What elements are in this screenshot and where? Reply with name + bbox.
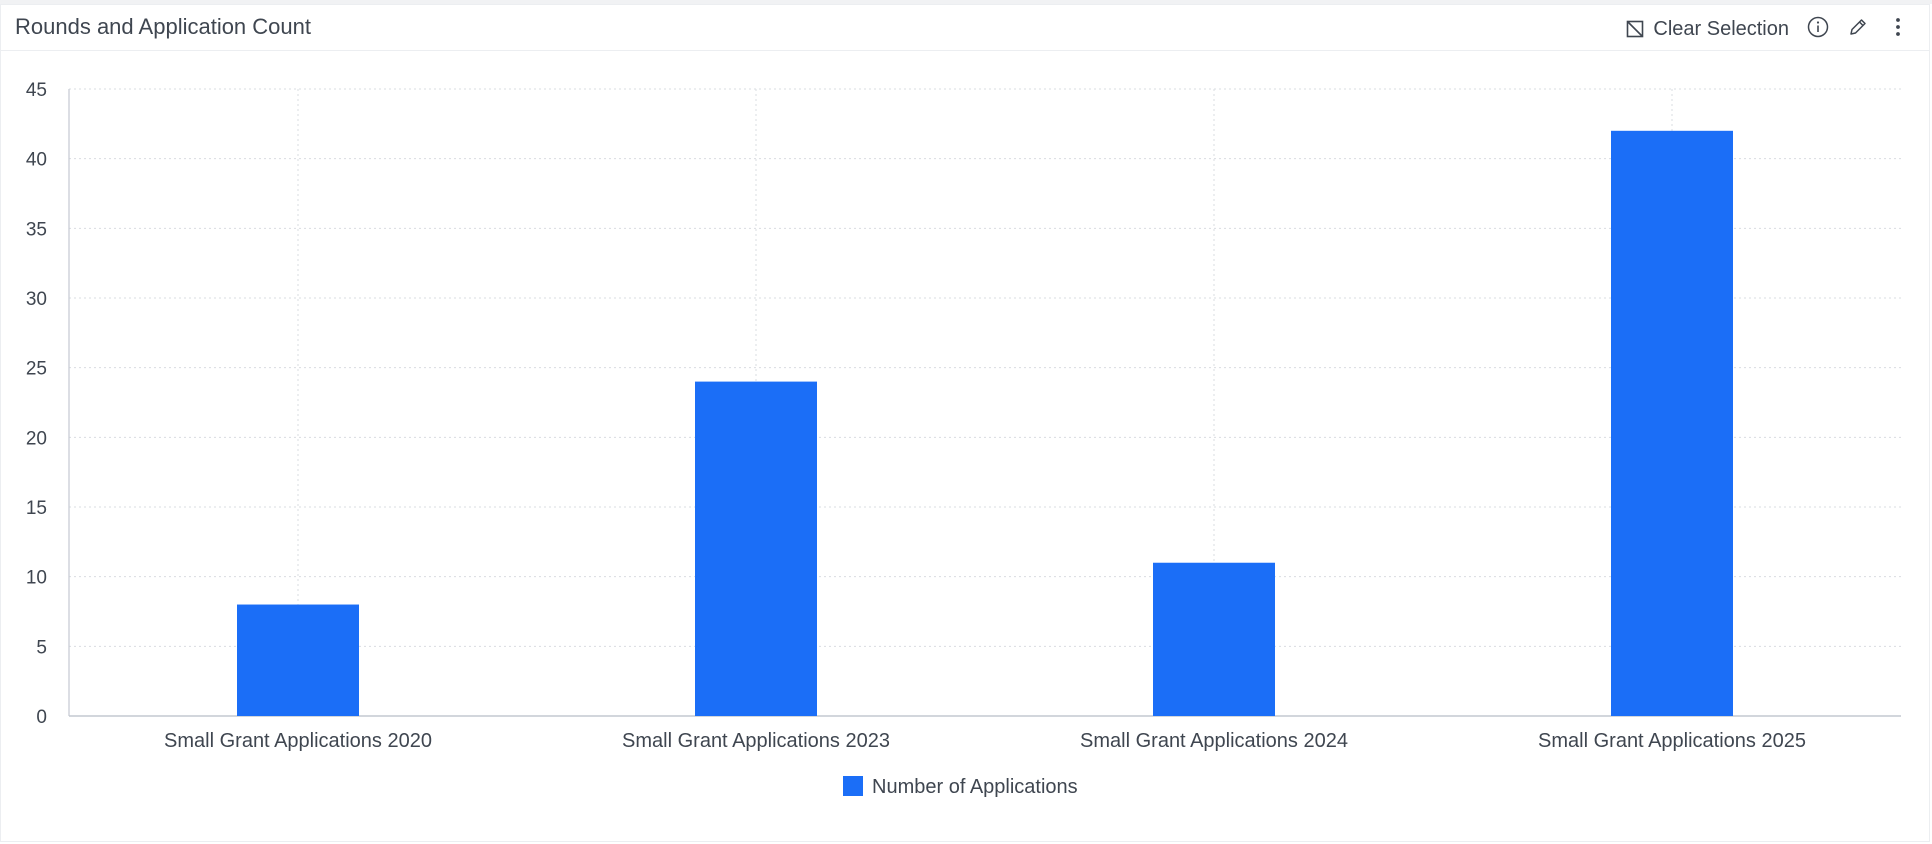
y-tick-label: 0 bbox=[36, 707, 47, 728]
y-tick-label: 35 bbox=[26, 219, 47, 240]
y-tick-label: 15 bbox=[26, 498, 47, 519]
clear-selection-button[interactable]: Clear Selection bbox=[1619, 14, 1795, 44]
legend: Number of Applications bbox=[843, 776, 1078, 798]
y-tick-label: 45 bbox=[26, 80, 47, 101]
bar[interactable] bbox=[1153, 562, 1275, 716]
info-icon bbox=[1807, 16, 1829, 43]
chart-area: 0 5 10 15 20 25 30 35 40 45 Small Grant Applicatio… bbox=[1, 5, 1931, 843]
clear-selection-label: Clear Selection bbox=[1653, 17, 1789, 40]
bar[interactable] bbox=[237, 604, 359, 716]
edit-button[interactable] bbox=[1841, 14, 1875, 44]
info-button[interactable] bbox=[1801, 14, 1835, 44]
y-tick-label: 5 bbox=[36, 637, 47, 658]
clear-selection-icon bbox=[1625, 19, 1645, 39]
x-tick-label: Small Grant Applications 2024 bbox=[1080, 730, 1348, 752]
chart-panel: Rounds and Application Count Clear Selec… bbox=[0, 4, 1930, 842]
more-vertical-icon bbox=[1894, 16, 1902, 43]
y-tick-label: 20 bbox=[26, 428, 47, 449]
bar-chart: 0 5 10 15 20 25 30 35 40 45 Small Grant Applicatio… bbox=[26, 80, 1901, 798]
x-tick-label: Small Grant Applications 2020 bbox=[164, 730, 432, 752]
panel-header: Rounds and Application Count Clear Selec… bbox=[1, 5, 1929, 51]
x-tick-label: Small Grant Applications 2025 bbox=[1538, 730, 1806, 752]
legend-label[interactable]: Number of Applications bbox=[872, 776, 1078, 798]
top-strip bbox=[0, 0, 1932, 4]
y-tick-label: 30 bbox=[26, 289, 47, 310]
more-options-button[interactable] bbox=[1881, 14, 1915, 44]
y-tick-label: 10 bbox=[26, 568, 47, 589]
panel-title: Rounds and Application Count bbox=[15, 14, 311, 39]
y-tick-label: 25 bbox=[26, 359, 47, 380]
y-tick-label: 40 bbox=[26, 150, 47, 171]
bar[interactable] bbox=[695, 381, 817, 716]
x-tick-label: Small Grant Applications 2023 bbox=[622, 730, 890, 752]
legend-swatch[interactable] bbox=[843, 776, 863, 796]
edit-icon bbox=[1847, 16, 1869, 43]
bar[interactable] bbox=[1611, 130, 1733, 717]
panel-toolbar: Clear Selection bbox=[1619, 14, 1915, 44]
